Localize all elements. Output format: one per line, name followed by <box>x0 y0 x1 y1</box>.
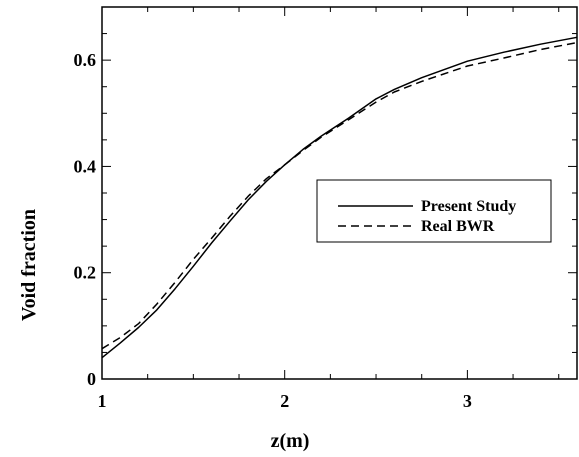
x-tick-label: 1 <box>98 391 107 411</box>
legend-label-real-bwr: Real BWR <box>421 218 495 235</box>
legend-box <box>316 179 552 243</box>
y-axis-ticks: 0 0.2 0.4 0.6 <box>74 6 577 389</box>
y-tick-label: 0.6 <box>74 50 97 70</box>
series-line-real-bwr <box>101 41 578 350</box>
y-axis-label: Void fraction <box>18 209 40 321</box>
legend: Present Study Real BWR <box>316 179 552 243</box>
y-tick-label: 0.2 <box>74 263 97 283</box>
y-tick-label: 0.4 <box>74 156 97 176</box>
x-tick-label: 2 <box>280 391 289 411</box>
x-axis-ticks: 1 2 3 <box>98 7 560 411</box>
series-layer <box>101 36 578 359</box>
x-axis-label: z(m) <box>271 430 310 452</box>
legend-label-present-study: Present Study <box>421 198 516 215</box>
y-tick-label: 0 <box>87 369 96 389</box>
x-tick-label: 3 <box>463 391 472 411</box>
